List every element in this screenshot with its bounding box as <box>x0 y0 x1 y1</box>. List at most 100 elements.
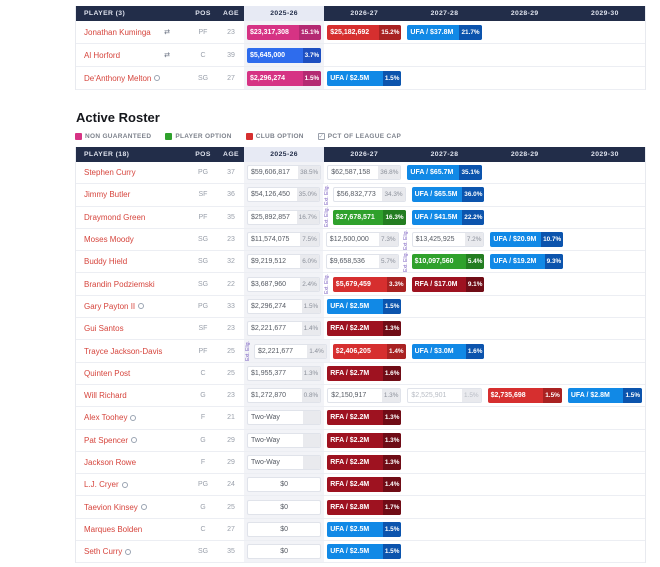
column-header-season[interactable]: 2028-29 <box>510 151 539 158</box>
salary-value: $25,182,692 <box>330 28 370 36</box>
season-cell: $12,500,000 7.3% <box>323 229 402 250</box>
column-header-age[interactable]: AGE <box>223 151 239 158</box>
player-cell: Brandin Podziemski <box>76 273 188 294</box>
player-link[interactable]: Brandin Podziemski <box>84 279 155 289</box>
salary-value: $0 <box>280 525 288 533</box>
player-age: 25 <box>227 503 235 511</box>
column-header-season[interactable]: 2025-26 <box>244 6 325 21</box>
player-position: F <box>200 414 206 422</box>
column-header-age[interactable]: AGE <box>223 10 239 17</box>
player-age: 25 <box>227 369 235 377</box>
column-header-pos[interactable]: POS <box>195 151 211 158</box>
player-position: SF <box>198 191 208 199</box>
cap-pct-badge: 9.3% <box>544 254 564 270</box>
player-link[interactable]: De'Anthony Melton <box>84 73 152 83</box>
season-cell: Ext. Elig. $2,221,677 1.4% <box>244 340 330 362</box>
salary-value: UFA / $3.0M <box>414 347 454 355</box>
player-link[interactable]: Jonathan Kuminga <box>84 27 151 37</box>
season-cell <box>404 474 484 495</box>
player-position: PG <box>197 302 209 310</box>
cap-pct-badge: 3.3% <box>387 276 406 292</box>
salary-cell: $9,658,536 5.7% <box>325 254 399 270</box>
season-cell <box>485 296 565 317</box>
player-link[interactable]: Stephen Curry <box>84 168 136 178</box>
column-header-player[interactable]: PLAYER (3) <box>84 10 126 17</box>
column-header-season[interactable]: 2026-27 <box>350 10 379 17</box>
player-link[interactable]: Gary Payton II <box>84 301 136 311</box>
cap-pct-badge: 9.1% <box>465 276 485 292</box>
player-age: 25 <box>227 347 235 355</box>
column-header-season[interactable]: 2028-29 <box>510 10 539 17</box>
cap-pct-badge <box>303 456 321 469</box>
legend-label: NON GUARANTEED <box>85 133 152 140</box>
player-age: 35 <box>227 213 235 221</box>
season-cell <box>485 430 565 451</box>
player-link[interactable]: Jimmy Butler <box>84 190 131 200</box>
player-link[interactable]: Moses Moody <box>84 235 134 245</box>
player-link[interactable]: Buddy Hield <box>84 257 128 267</box>
column-header-season[interactable]: 2029-30 <box>591 151 619 158</box>
salary-value: UFA / $2.5M <box>330 74 370 82</box>
column-header-pos[interactable]: POS <box>195 10 211 17</box>
player-age: 29 <box>227 436 235 444</box>
column-header-season[interactable]: 2027-28 <box>430 10 459 17</box>
cap-pct-badge: 1.5% <box>382 544 402 560</box>
season-cell: $62,587,158 36.8% <box>324 162 404 183</box>
legend-label: CLUB OPTION <box>255 133 304 140</box>
column-header-season[interactable]: 2029-30 <box>591 10 619 17</box>
salary-cell: Two-Way <box>247 455 322 470</box>
legend-item[interactable]: ✓ PCT OF LEAGUE CAP <box>317 133 402 140</box>
player-link[interactable]: Will Richard <box>84 391 127 401</box>
player-link[interactable]: Alex Toohey <box>84 413 128 423</box>
player-link[interactable]: Pat Spencer <box>84 435 129 445</box>
legend: NON GUARANTEED PLAYER OPTION CLUB OPTION ✓ P… <box>75 133 646 140</box>
salary-cell: $59,606,817 38.5% <box>247 165 322 181</box>
player-link[interactable]: L.J. Cryer <box>84 480 119 490</box>
salary-value: $3,687,960 <box>251 280 287 288</box>
player-row: De'Anthony Melton SG 27 $2,296,274 1.5% UFA /… <box>76 67 645 90</box>
player-link[interactable]: Quinten Post <box>84 368 131 378</box>
salary-value: $13,425,925 <box>415 236 455 244</box>
season-cell: RFA / $2.2M 1.3% <box>324 452 404 473</box>
extension-eligible-tag: Ext. Elig. <box>323 185 330 205</box>
column-header-season[interactable]: 2026-27 <box>350 151 379 158</box>
player-age: 37 <box>227 169 235 177</box>
player-position: PG <box>197 481 209 489</box>
salary-value: Two-Way <box>251 436 280 444</box>
season-cell: UFA / $3.0M 1.6% <box>409 340 488 361</box>
cap-pct-badge: 1.4% <box>387 343 406 359</box>
season-cell <box>485 474 565 495</box>
player-link[interactable]: Taevion Kinsey <box>84 502 138 512</box>
player-link[interactable]: Trayce Jackson-Davis <box>84 346 163 356</box>
player-link[interactable]: Seth Curry <box>84 547 123 557</box>
column-header-player[interactable]: PLAYER (18) <box>84 151 130 158</box>
player-cell: Moses Moody <box>76 229 188 250</box>
season-cell <box>485 21 565 43</box>
season-cell: $2,406,205 1.4% <box>330 340 409 361</box>
player-cell: Will Richard <box>76 385 188 406</box>
legend-label: PCT OF LEAGUE CAP <box>327 133 402 140</box>
player-link[interactable]: Jackson Rowe <box>84 458 137 467</box>
season-cell: $1,955,377 1.3% <box>244 362 325 384</box>
free-agency-badge: UFA / $65.5M 36.0% <box>411 187 485 203</box>
player-link[interactable]: Draymond Green <box>84 212 146 222</box>
player-cell: Stephen Curry <box>76 162 188 183</box>
column-header-season[interactable]: 2025-26 <box>244 147 325 162</box>
salary-cell: $9,219,512 6.0% <box>247 254 320 270</box>
season-cell <box>565 318 645 339</box>
season-cell: $5,645,000 3.7% <box>244 44 325 66</box>
salary-value: $9,658,536 <box>329 258 365 266</box>
player-link[interactable]: Marques Bolden <box>84 524 143 534</box>
season-cell <box>485 162 565 183</box>
free-agency-badge: UFA / $20.9M 10.7% <box>490 232 564 248</box>
salary-value: $54,126,450 <box>251 191 290 199</box>
salary-cell: Two-Way <box>247 432 322 448</box>
player-link[interactable]: Al Horford <box>84 50 121 60</box>
free-agency-badge: RFA / $2.8M 1.7% <box>327 499 402 515</box>
player-link[interactable]: Gui Santos <box>84 324 124 334</box>
season-cell <box>404 318 484 339</box>
season-cell <box>565 541 645 562</box>
column-header-season[interactable]: 2027-28 <box>430 151 459 158</box>
free-agency-badge: UFA / $2.5M 1.5% <box>327 298 402 314</box>
player-row: Moses Moody SG 23 $11,574,075 7.5% $12,500,00… <box>76 228 645 252</box>
